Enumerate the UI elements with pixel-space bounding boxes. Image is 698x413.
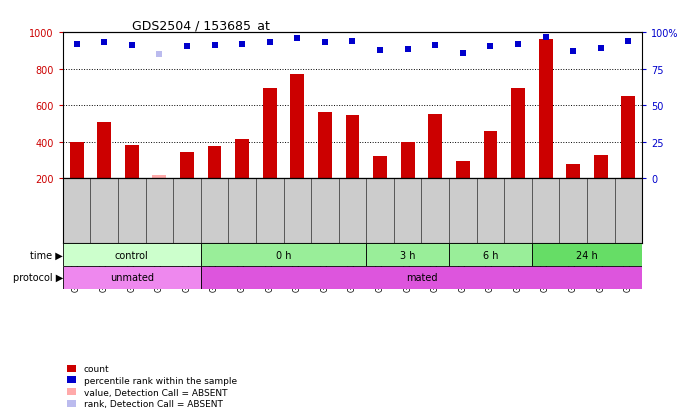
Bar — [532, 244, 642, 266]
Text: 6 h: 6 h — [483, 250, 498, 260]
Bar — [484, 131, 497, 179]
Text: time ▶: time ▶ — [30, 250, 63, 260]
Bar — [366, 244, 449, 266]
Text: 0 h: 0 h — [276, 250, 291, 260]
Bar — [594, 156, 608, 179]
Bar — [318, 112, 332, 179]
Bar — [70, 142, 84, 179]
Bar — [63, 244, 201, 266]
Bar — [152, 175, 166, 179]
Bar — [539, 40, 553, 179]
Bar — [429, 115, 442, 179]
Bar — [201, 244, 366, 266]
Bar — [290, 75, 304, 179]
Bar — [621, 97, 635, 179]
Bar — [125, 145, 139, 179]
Bar — [373, 157, 387, 179]
Text: protocol ▶: protocol ▶ — [13, 273, 63, 283]
Bar — [346, 116, 359, 179]
Text: mated: mated — [406, 273, 437, 283]
Text: GDS2504 / 153685_at: GDS2504 / 153685_at — [133, 19, 270, 32]
Text: unmated: unmated — [110, 273, 154, 283]
Text: 3 h: 3 h — [400, 250, 415, 260]
Bar — [566, 164, 580, 179]
Bar — [201, 266, 642, 289]
Bar — [263, 89, 276, 179]
Text: 24 h: 24 h — [576, 250, 598, 260]
Bar — [235, 140, 249, 179]
Bar — [511, 89, 525, 179]
Bar — [401, 142, 415, 179]
Bar — [456, 161, 470, 179]
Text: control: control — [115, 250, 149, 260]
Bar — [449, 244, 532, 266]
Bar — [97, 122, 111, 179]
Legend: count, percentile rank within the sample, value, Detection Call = ABSENT, rank, : count, percentile rank within the sample… — [67, 365, 237, 408]
Bar — [180, 152, 194, 179]
Bar — [63, 266, 201, 289]
Bar — [208, 147, 221, 179]
